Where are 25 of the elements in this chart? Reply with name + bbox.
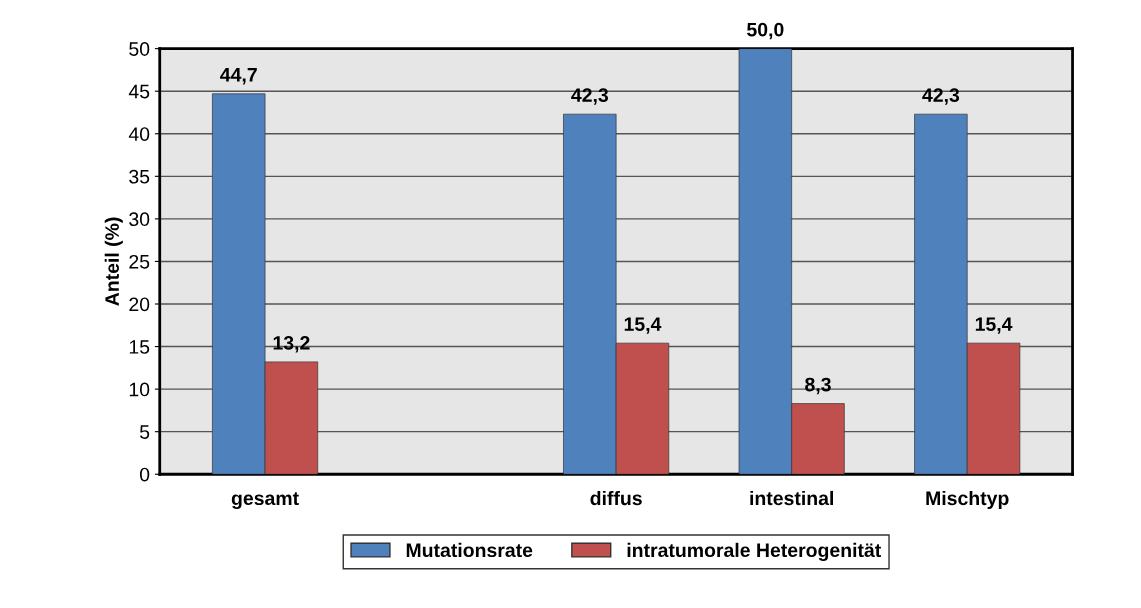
y-tick-label: 40 xyxy=(128,127,150,141)
y-tick-label: 15 xyxy=(129,340,150,354)
x-tick-label: gesamt xyxy=(231,492,299,510)
y-tick-label: 25 xyxy=(129,254,150,269)
x-tick-label: Mischtyp xyxy=(926,490,1009,510)
data-label: 8,3 xyxy=(805,377,831,395)
data-label: 42,3 xyxy=(922,88,960,105)
y-tick-label: 35 xyxy=(129,169,150,184)
legend-label: Mutationsrate xyxy=(406,542,533,558)
y-tick-label: 0 xyxy=(139,467,150,482)
data-label: 50,0 xyxy=(747,22,784,40)
y-tick-label: 10 xyxy=(129,382,150,397)
y-axis-title: Anteil (%) xyxy=(104,217,123,306)
data-label: 15,4 xyxy=(624,317,662,334)
y-tick-label: 45 xyxy=(128,84,150,99)
data-label: 15,4 xyxy=(975,317,1013,334)
x-tick-label: intestinal xyxy=(750,490,833,506)
y-tick-label: 30 xyxy=(129,212,150,227)
legend-label: intratumorale Heterogenität xyxy=(627,542,882,562)
y-tick-label: 5 xyxy=(139,425,150,439)
y-tick-label: 50 xyxy=(129,42,150,56)
y-tick-label: 20 xyxy=(129,297,150,312)
x-tick-label: diffus xyxy=(590,490,642,506)
data-label: 44,7 xyxy=(220,68,257,85)
data-label: 42,3 xyxy=(571,88,609,105)
